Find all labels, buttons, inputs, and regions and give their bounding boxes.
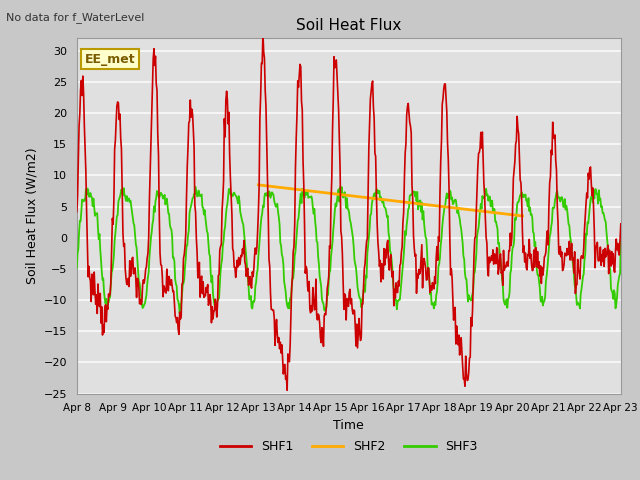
Text: EE_met: EE_met [85,53,136,66]
Y-axis label: Soil Heat Flux (W/m2): Soil Heat Flux (W/m2) [25,148,38,284]
X-axis label: Time: Time [333,419,364,432]
Title: Soil Heat Flux: Soil Heat Flux [296,18,401,33]
Legend: SHF1, SHF2, SHF3: SHF1, SHF2, SHF3 [214,435,483,458]
Text: No data for f_WaterLevel: No data for f_WaterLevel [6,12,145,23]
